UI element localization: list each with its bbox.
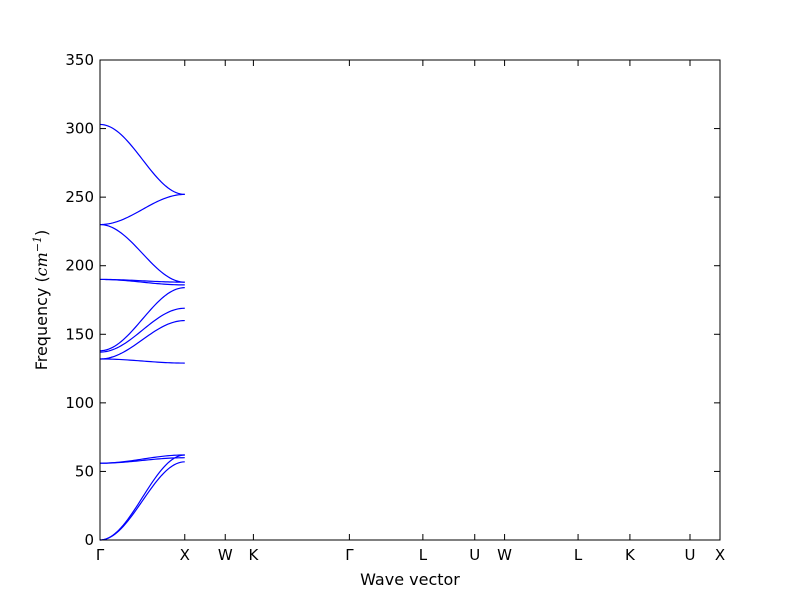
y-tick-label: 200 [65, 257, 94, 275]
y-axis-label-text: Frequency ( [32, 276, 51, 370]
x-tick-label: Γ [345, 546, 354, 564]
y-axis-label: Frequency (cm−1) [31, 230, 51, 371]
y-axis-label-close: ) [32, 230, 51, 236]
y-tick-label: 350 [65, 51, 94, 69]
dispersion-curves [99, 123, 185, 541]
y-tick-label: 100 [65, 394, 94, 412]
x-tick-label: Γ [96, 546, 105, 564]
y-tick-label: 250 [65, 188, 94, 206]
y-tick-label: 300 [65, 120, 94, 138]
y-tick-label: 0 [84, 531, 94, 549]
x-tick-label: K [625, 546, 636, 564]
dispersion-branch [99, 319, 185, 360]
x-tick-label: W [218, 546, 233, 564]
plot-frame [99, 59, 721, 541]
y-tick-label: 50 [75, 462, 94, 480]
x-tick-label: U [469, 546, 480, 564]
y-axis-label-exponent: −1 [31, 236, 44, 252]
x-tick-label: W [497, 546, 512, 564]
dispersion-branch [99, 358, 185, 364]
dispersion-branch [99, 307, 185, 353]
x-tick-label: L [419, 546, 428, 564]
dispersion-branch [99, 287, 185, 352]
x-tick-label: X [180, 546, 190, 564]
dispersion-branch [99, 123, 185, 195]
y-axis-label-unit: cm [32, 252, 51, 276]
dispersion-branch [99, 457, 185, 464]
x-tick-label: L [574, 546, 583, 564]
x-axis-label: Wave vector [360, 570, 460, 589]
dispersion-branch [99, 193, 185, 226]
dispersion-branch [99, 223, 185, 283]
x-tick-label: K [248, 546, 259, 564]
dispersion-branch [100, 278, 185, 283]
y-tick-label: 150 [65, 325, 94, 343]
dispersion-branch [99, 454, 185, 541]
x-tick-label: U [685, 546, 696, 564]
y-axis-ticks: 0 50 100 150 200 250 300 350 [65, 51, 720, 549]
dispersion-branch [99, 461, 185, 541]
x-tick-label: X [715, 546, 725, 564]
